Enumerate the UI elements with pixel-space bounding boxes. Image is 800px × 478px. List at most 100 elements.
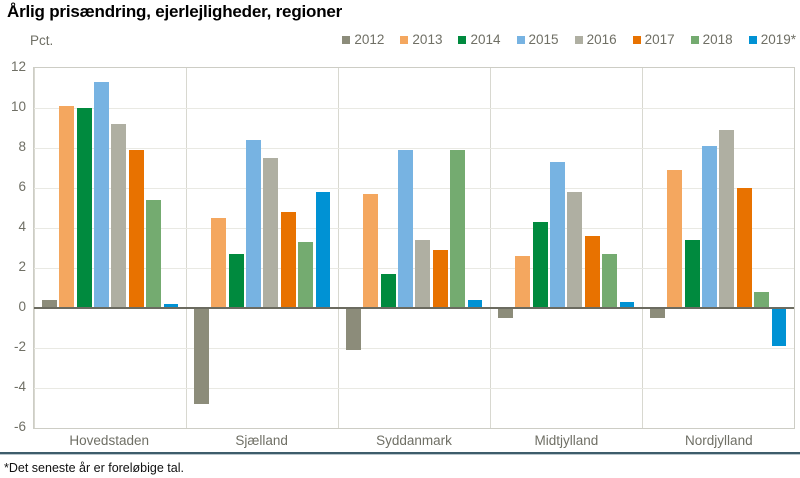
gridline xyxy=(34,228,794,229)
bar-sjælland-2016 xyxy=(263,158,279,308)
legend-label: 2016 xyxy=(586,32,617,47)
y-tick-label: -4 xyxy=(13,379,26,394)
legend-swatch-2018 xyxy=(690,35,699,44)
bar-sjælland-2015 xyxy=(246,140,261,308)
x-axis-label-sjælland: Sjælland xyxy=(235,433,288,448)
legend-item-2016: 2016 xyxy=(574,32,617,47)
bar-hovedstaden-2012 xyxy=(41,300,57,308)
legend-item-2018: 2018 xyxy=(690,32,733,47)
bar-hovedstaden-2013 xyxy=(59,106,75,308)
legend-label: 2017 xyxy=(644,32,675,47)
legend-swatch-2019 xyxy=(748,35,757,44)
bar-midtjylland-2019 xyxy=(619,302,635,308)
bar-syddanmark-2017 xyxy=(432,250,448,308)
y-tick-label: -6 xyxy=(13,419,26,434)
bar-sjælland-2018 xyxy=(298,242,314,308)
legend-item-2019: 2019* xyxy=(748,32,796,47)
legend-label: 2018 xyxy=(702,32,733,47)
y-tick-label: 12 xyxy=(10,59,26,74)
bar-nordjylland-2016 xyxy=(719,130,735,308)
bar-nordjylland-2013 xyxy=(667,170,683,308)
bar-midtjylland-2018 xyxy=(602,254,618,308)
x-axis-label-hovedstaden: Hovedstaden xyxy=(69,433,149,448)
legend-item-2012: 2012 xyxy=(342,32,384,47)
zero-axis-line xyxy=(34,307,794,309)
bar-sjælland-2019 xyxy=(315,192,331,308)
bar-syddanmark-2015 xyxy=(398,150,413,308)
y-tick-label: -2 xyxy=(13,339,26,354)
gridline xyxy=(34,188,794,189)
y-tick-label: 4 xyxy=(18,219,26,234)
bar-syddanmark-2019 xyxy=(467,300,483,308)
legend-item-2017: 2017 xyxy=(632,32,675,47)
y-axis-unit-label: Pct. xyxy=(30,33,54,48)
legend-item-2013: 2013 xyxy=(400,32,442,47)
legend-swatch-2012 xyxy=(342,35,351,44)
region-panel-midtjylland xyxy=(490,68,642,428)
region-panel-syddanmark xyxy=(338,68,490,428)
legend-swatch-2014 xyxy=(458,35,467,44)
bar-nordjylland-2015 xyxy=(702,146,717,308)
bar-syddanmark-2018 xyxy=(450,150,466,308)
y-tick-label: 10 xyxy=(10,99,26,114)
y-tick-label: 8 xyxy=(18,139,26,154)
bar-hovedstaden-2019 xyxy=(163,304,179,308)
x-axis-label-syddanmark: Syddanmark xyxy=(376,433,452,448)
bar-hovedstaden-2015 xyxy=(94,82,109,308)
bar-syddanmark-2013 xyxy=(363,194,379,308)
x-axis-labels: Hovedstaden Sjælland Syddanmark Midtjylland… xyxy=(33,433,795,448)
legend-label: 2012 xyxy=(354,32,385,47)
bar-hovedstaden-2017 xyxy=(128,150,144,308)
legend-item-2014: 2014 xyxy=(458,32,501,47)
gridline xyxy=(34,108,794,109)
legend-label: 2015 xyxy=(528,32,559,47)
y-axis: 12 10 8 6 4 2 0 -2 -4 -6 xyxy=(0,59,26,434)
bar-sjælland-2013 xyxy=(211,218,227,308)
legend-label: 2019* xyxy=(760,32,796,47)
legend-swatch-2013 xyxy=(400,35,409,44)
legend-label: 2013 xyxy=(412,32,443,47)
bar-midtjylland-2017 xyxy=(584,236,600,308)
region-panel-hovedstaden xyxy=(34,68,186,428)
bar-midtjylland-2013 xyxy=(515,256,531,308)
bar-nordjylland-2019 xyxy=(771,308,787,346)
legend-item-2015: 2015 xyxy=(516,32,559,47)
bar-nordjylland-2014 xyxy=(684,240,700,308)
y-tick-label: 2 xyxy=(18,259,26,274)
gridline xyxy=(34,148,794,149)
legend-swatch-2016 xyxy=(574,35,583,44)
legend: 2012 2013 2014 2015 2016 2017 2018 2019* xyxy=(342,32,796,47)
bar-nordjylland-2017 xyxy=(736,188,752,308)
gridline xyxy=(34,388,794,389)
region-panel-sjælland xyxy=(186,68,338,428)
bar-syddanmark-2012 xyxy=(345,308,361,350)
bar-hovedstaden-2018 xyxy=(146,200,162,308)
legend-swatch-2017 xyxy=(632,35,641,44)
x-axis-label-midtjylland: Midtjylland xyxy=(534,433,599,448)
bar-hovedstaden-2014 xyxy=(76,108,92,308)
legend-label: 2014 xyxy=(470,32,501,47)
bar-syddanmark-2016 xyxy=(415,240,431,308)
gridline xyxy=(34,348,794,349)
chart-title: Årlig prisændring, ejerlejligheder, regi… xyxy=(7,2,343,21)
bar-syddanmark-2014 xyxy=(380,274,396,308)
y-tick-label: 0 xyxy=(18,299,26,314)
gridline xyxy=(34,268,794,269)
bar-midtjylland-2012 xyxy=(497,308,513,318)
bar-sjælland-2017 xyxy=(280,212,296,308)
bar-midtjylland-2015 xyxy=(550,162,565,308)
bar-midtjylland-2016 xyxy=(567,192,583,308)
bar-sjælland-2014 xyxy=(228,254,244,308)
legend-swatch-2015 xyxy=(516,35,525,44)
plot-area xyxy=(33,67,795,429)
region-panel-nordjylland xyxy=(642,68,794,428)
y-tick-label: 6 xyxy=(18,179,26,194)
bar-nordjylland-2018 xyxy=(754,292,770,308)
bar-midtjylland-2014 xyxy=(532,222,548,308)
bar-hovedstaden-2016 xyxy=(111,124,127,308)
x-axis-label-nordjylland: Nordjylland xyxy=(685,433,753,448)
bar-sjælland-2012 xyxy=(193,308,209,404)
footer-separator-line xyxy=(0,452,800,455)
footnote: *Det seneste år er foreløbige tal. xyxy=(4,461,184,475)
bar-nordjylland-2012 xyxy=(649,308,665,318)
